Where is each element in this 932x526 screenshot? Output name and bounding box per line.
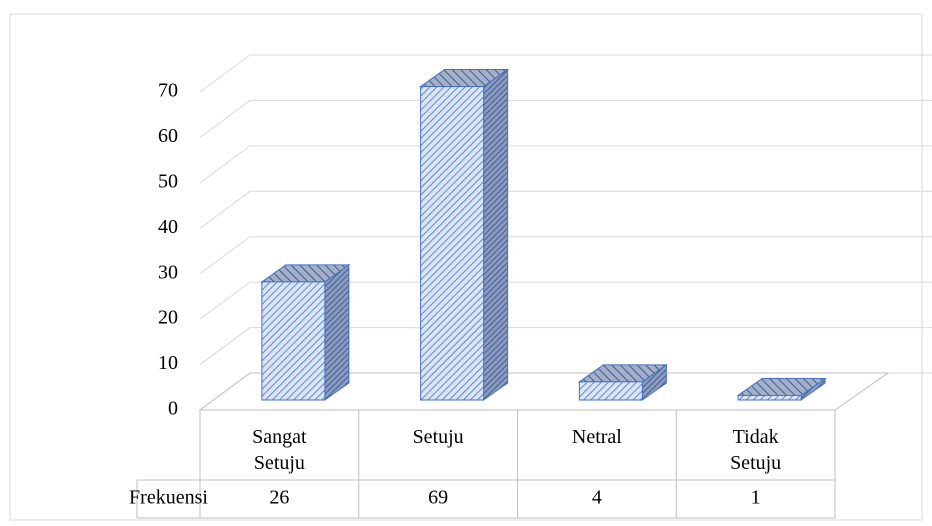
y-tick-label: 40 — [158, 216, 178, 238]
table-value: 4 — [592, 487, 602, 509]
bar-side — [483, 68, 509, 401]
bar-side — [324, 263, 350, 401]
table-value: 26 — [269, 487, 289, 509]
grid-line-side — [199, 327, 251, 365]
bar — [737, 394, 802, 401]
y-tick-label: 50 — [158, 170, 178, 192]
grid-line-side — [199, 54, 251, 93]
y-tick-label: 70 — [158, 80, 178, 102]
x-tick-label: Netral — [572, 426, 622, 448]
table-value: 69 — [428, 487, 448, 509]
grid-line-side — [199, 190, 251, 229]
x-tick-label: Setuju — [413, 426, 464, 448]
bar — [420, 86, 485, 401]
bar — [578, 381, 643, 401]
y-tick-label: 10 — [158, 352, 178, 374]
grid-line-side — [199, 100, 251, 138]
y-tick-label: 30 — [158, 261, 178, 283]
legend-label: Frekuensi — [129, 487, 208, 509]
grid-line-side — [199, 281, 251, 320]
x-tick-label: Tidak Setuju — [730, 426, 781, 474]
y-tick-label: 20 — [158, 307, 178, 329]
x-tick-label: Sangat Setuju — [252, 426, 307, 474]
y-tick-label: 60 — [158, 125, 178, 147]
y-tick-label: 0 — [168, 398, 178, 420]
grid-line-side — [199, 145, 251, 184]
bar — [261, 281, 326, 401]
table-value: 1 — [751, 487, 761, 509]
grid-line-side — [199, 236, 251, 275]
